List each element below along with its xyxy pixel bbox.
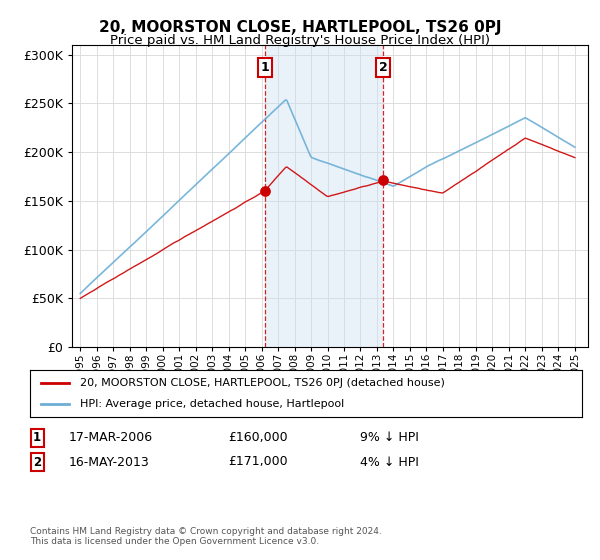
Text: 2: 2 bbox=[379, 61, 388, 74]
Text: £160,000: £160,000 bbox=[228, 431, 287, 445]
Text: Contains HM Land Registry data © Crown copyright and database right 2024.
This d: Contains HM Land Registry data © Crown c… bbox=[30, 526, 382, 546]
Text: £171,000: £171,000 bbox=[228, 455, 287, 469]
Text: Price paid vs. HM Land Registry's House Price Index (HPI): Price paid vs. HM Land Registry's House … bbox=[110, 34, 490, 46]
Text: 2: 2 bbox=[33, 455, 41, 469]
Text: 17-MAR-2006: 17-MAR-2006 bbox=[69, 431, 153, 445]
Text: 4% ↓ HPI: 4% ↓ HPI bbox=[360, 455, 419, 469]
Text: 1: 1 bbox=[33, 431, 41, 445]
Text: 1: 1 bbox=[260, 61, 269, 74]
Text: 16-MAY-2013: 16-MAY-2013 bbox=[69, 455, 150, 469]
Text: HPI: Average price, detached house, Hartlepool: HPI: Average price, detached house, Hart… bbox=[80, 399, 344, 409]
Point bbox=[378, 176, 388, 185]
Point bbox=[260, 186, 270, 195]
Bar bbox=[265, 45, 383, 347]
Text: 20, MOORSTON CLOSE, HARTLEPOOL, TS26 0PJ: 20, MOORSTON CLOSE, HARTLEPOOL, TS26 0PJ bbox=[99, 20, 501, 35]
Text: 20, MOORSTON CLOSE, HARTLEPOOL, TS26 0PJ (detached house): 20, MOORSTON CLOSE, HARTLEPOOL, TS26 0PJ… bbox=[80, 378, 445, 388]
Text: 9% ↓ HPI: 9% ↓ HPI bbox=[360, 431, 419, 445]
